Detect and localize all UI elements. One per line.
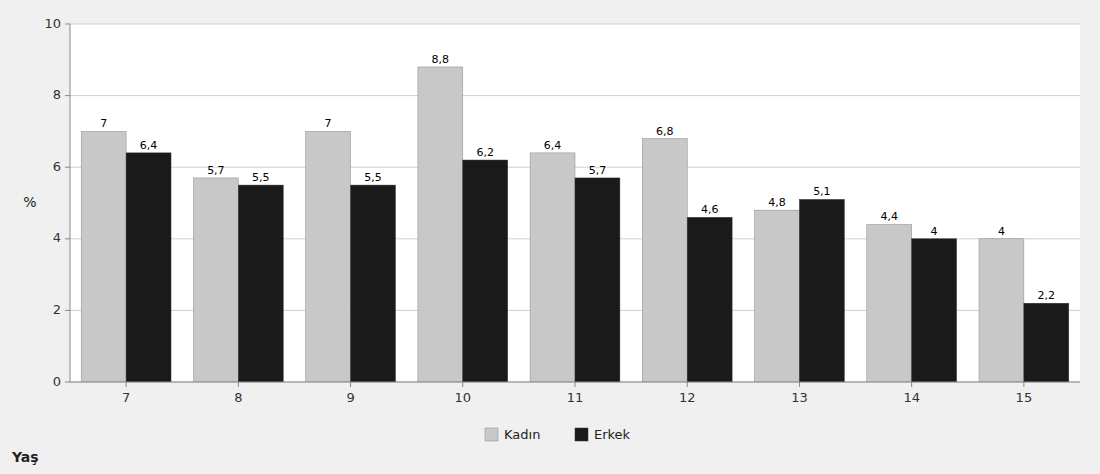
y-axis-line xyxy=(70,24,71,382)
bar xyxy=(1024,303,1069,382)
x-tick-label: 15 xyxy=(1016,390,1033,405)
bar xyxy=(463,160,508,382)
data-label: 4 xyxy=(998,225,1005,238)
y-axis-label: % xyxy=(23,194,36,210)
data-label: 6,4 xyxy=(544,139,562,152)
bar xyxy=(306,131,351,382)
bar xyxy=(642,139,687,382)
plot-background xyxy=(70,24,1080,382)
y-tick-label: 2 xyxy=(53,302,61,317)
bar xyxy=(575,178,620,382)
y-tick-label: 8 xyxy=(53,87,61,102)
data-label: 7 xyxy=(100,117,107,130)
y-tick xyxy=(65,167,70,168)
y-tick xyxy=(65,95,70,96)
x-tick-label: 14 xyxy=(903,390,920,405)
data-label: 8,8 xyxy=(432,53,450,66)
x-tick xyxy=(575,382,576,387)
data-label: 4,6 xyxy=(701,203,719,216)
y-tick xyxy=(65,310,70,311)
x-tick xyxy=(462,382,463,387)
bar xyxy=(687,217,732,382)
bar xyxy=(81,131,126,382)
y-tick xyxy=(65,24,70,25)
bar xyxy=(755,210,800,382)
data-label: 6,8 xyxy=(656,125,674,138)
chart-container: 0 2 4 6 8 10 7 5,7 7 8,8 6,4 6,8 4,8 4,4 4 6,4 5,5 5,5 6,2… xyxy=(0,0,1100,474)
x-tick xyxy=(238,382,239,387)
y-tick xyxy=(65,238,70,239)
x-tick-label: 11 xyxy=(567,390,584,405)
x-tick-label: 12 xyxy=(679,390,696,405)
legend-swatch xyxy=(575,428,588,441)
data-label: 4 xyxy=(931,225,938,238)
legend-label: Erkek xyxy=(594,427,631,442)
legend-swatch xyxy=(485,428,498,441)
x-tick-label: 10 xyxy=(455,390,472,405)
y-tick-label: 6 xyxy=(53,159,61,174)
x-tick-label: 13 xyxy=(791,390,808,405)
chart-svg: 0 2 4 6 8 10 7 5,7 7 8,8 6,4 6,8 4,8 4,4 4 6,4 5,5 5,5 6,2… xyxy=(0,0,1100,474)
bar xyxy=(351,185,396,382)
bar xyxy=(979,239,1024,382)
bar xyxy=(912,239,957,382)
y-axis: 0 2 4 6 8 10 xyxy=(44,16,70,389)
bar xyxy=(193,178,238,382)
data-label: 5,5 xyxy=(252,171,270,184)
data-label: 2,2 xyxy=(1038,289,1056,302)
y-tick-label: 0 xyxy=(53,374,61,389)
x-tick xyxy=(350,382,351,387)
x-tick xyxy=(911,382,912,387)
data-labels: 7 5,7 7 8,8 6,4 6,8 4,8 4,4 4 6,4 5,5 5,5 6,2 5,7 4,6 5… xyxy=(100,53,1055,302)
y-tick xyxy=(65,382,70,383)
data-label: 5,7 xyxy=(589,164,607,177)
bar xyxy=(530,153,575,382)
x-tick-label: 9 xyxy=(346,390,354,405)
legend-label: Kadın xyxy=(504,427,540,442)
x-tick-label: 7 xyxy=(122,390,130,405)
x-tick xyxy=(799,382,800,387)
y-tick-label: 4 xyxy=(53,230,61,245)
data-label: 7 xyxy=(325,117,332,130)
data-label: 6,4 xyxy=(140,139,158,152)
y-tick-label: 10 xyxy=(44,16,61,31)
legend: Kadın Erkek xyxy=(485,427,631,442)
grid-line xyxy=(70,95,1080,96)
x-tick xyxy=(126,382,127,387)
bar xyxy=(238,185,283,382)
bar xyxy=(126,153,171,382)
x-tick xyxy=(687,382,688,387)
bars xyxy=(81,67,1069,382)
bar xyxy=(799,199,844,382)
x-axis-label: Yaş xyxy=(11,449,39,465)
data-label: 5,1 xyxy=(813,185,831,198)
data-label: 6,2 xyxy=(476,146,494,159)
grid xyxy=(70,24,1080,382)
data-label: 4,8 xyxy=(768,196,786,209)
x-tick xyxy=(1023,382,1024,387)
x-axis: 7 8 9 10 11 12 13 14 15 xyxy=(122,382,1032,405)
data-label: 5,7 xyxy=(207,164,225,177)
bar xyxy=(418,67,463,382)
grid-line xyxy=(70,24,1080,25)
bar xyxy=(867,224,912,382)
data-label: 4,4 xyxy=(880,210,898,223)
x-tick-label: 8 xyxy=(234,390,242,405)
data-label: 5,5 xyxy=(364,171,382,184)
